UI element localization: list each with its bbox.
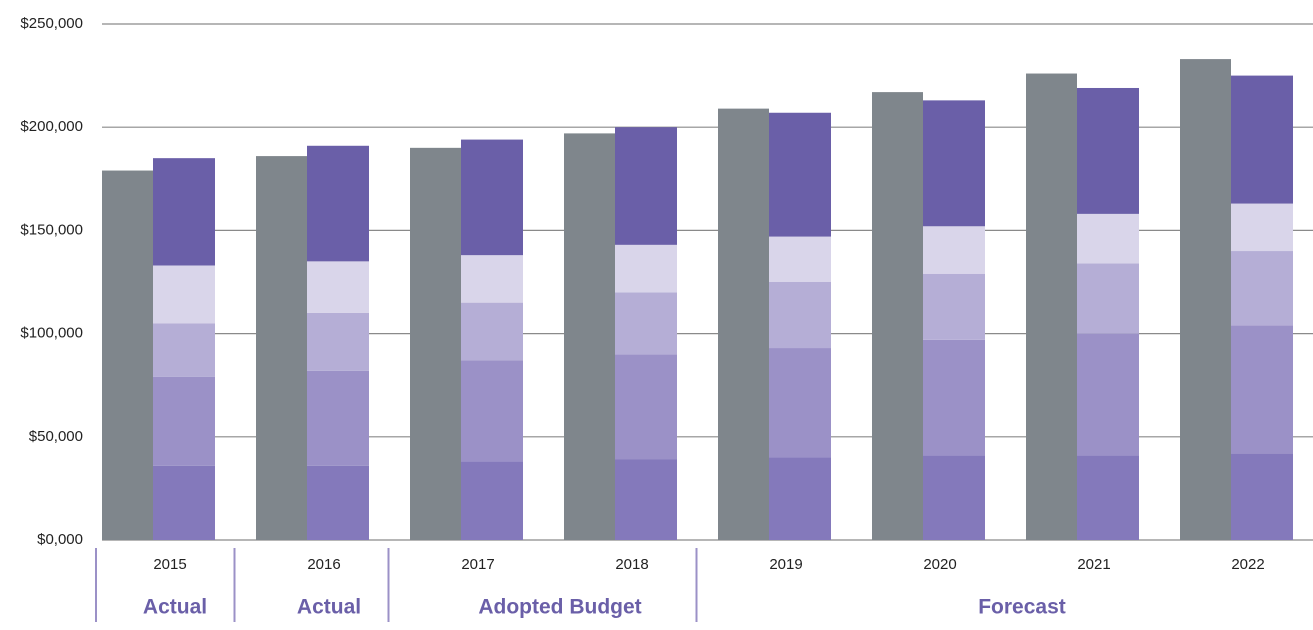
x-tick-label: 2015 — [153, 556, 186, 573]
bar — [923, 455, 985, 540]
bar — [1231, 453, 1293, 540]
bar — [615, 244, 677, 293]
bar — [769, 282, 831, 349]
bar — [769, 112, 831, 237]
bar — [153, 376, 215, 466]
bar — [1077, 263, 1139, 334]
bar — [923, 273, 985, 340]
bar — [872, 92, 923, 540]
group-label: Adopted Budget — [478, 596, 641, 619]
bar — [923, 339, 985, 456]
group-label: Actual — [143, 596, 207, 619]
x-tick-label: 2020 — [923, 556, 956, 573]
bar — [923, 100, 985, 227]
bar — [153, 158, 215, 266]
group-label: Forecast — [978, 596, 1066, 619]
bar — [153, 465, 215, 540]
bar — [461, 255, 523, 303]
y-tick-label: $150,000 — [20, 221, 83, 238]
bar — [923, 226, 985, 274]
x-tick-label: 2018 — [615, 556, 648, 573]
bar — [1077, 87, 1139, 214]
bar — [256, 156, 307, 540]
bar — [461, 139, 523, 256]
bar — [307, 261, 369, 313]
bar — [307, 370, 369, 466]
bar — [1231, 251, 1293, 326]
bar — [461, 461, 523, 540]
bar — [410, 147, 461, 540]
bar — [615, 127, 677, 245]
y-tick-label: $250,000 — [20, 15, 83, 32]
bar — [307, 465, 369, 540]
x-tick-label: 2021 — [1077, 556, 1110, 573]
bar — [1231, 203, 1293, 252]
bar — [153, 265, 215, 324]
bar — [1180, 59, 1231, 540]
y-tick-label: $100,000 — [20, 325, 83, 342]
bar — [615, 292, 677, 355]
bar — [615, 354, 677, 460]
bar — [461, 302, 523, 361]
bar — [1077, 213, 1139, 264]
group-label: Actual — [297, 596, 361, 619]
y-tick-label: $200,000 — [20, 118, 83, 135]
bar — [718, 108, 769, 541]
bar — [153, 323, 215, 377]
bar — [1077, 455, 1139, 540]
bar — [102, 170, 153, 540]
bar — [615, 459, 677, 540]
bar — [1026, 73, 1077, 540]
bar — [1231, 75, 1293, 204]
x-tick-label: 2019 — [769, 556, 802, 573]
bar — [769, 348, 831, 458]
y-tick-label: $50,000 — [29, 428, 83, 445]
x-tick-label: 2016 — [307, 556, 340, 573]
bar — [769, 457, 831, 540]
bar — [307, 145, 369, 262]
bar — [307, 312, 369, 371]
bar — [461, 360, 523, 462]
bar — [1231, 325, 1293, 454]
x-tick-label: 2017 — [461, 556, 494, 573]
x-tick-label: 2022 — [1231, 556, 1264, 573]
y-tick-label: $0,000 — [37, 531, 83, 548]
bar — [1077, 333, 1139, 456]
bar — [564, 133, 615, 540]
bar — [769, 236, 831, 282]
